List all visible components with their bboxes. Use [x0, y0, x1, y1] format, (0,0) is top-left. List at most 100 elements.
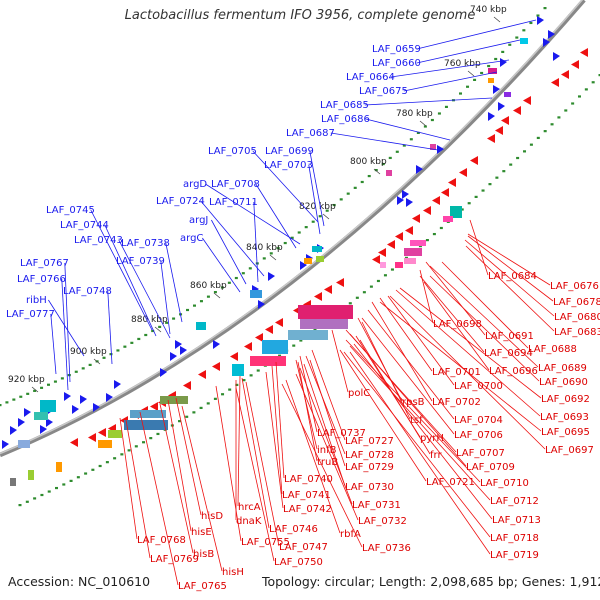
reverse-gene-label: LAF_0690 [539, 377, 588, 388]
reverse-gene-arrow [275, 318, 283, 327]
reverse-label-leader [285, 379, 341, 534]
forward-gene-arrow [170, 352, 177, 361]
feature-box [316, 256, 324, 262]
forward-gene-label: LAF_0739 [116, 256, 165, 267]
tick-dot [60, 377, 64, 380]
tick-dot [374, 168, 378, 172]
reverse-gene-label: hrcA [238, 502, 261, 513]
tick-dot [81, 367, 85, 370]
tick-dot [55, 486, 59, 490]
tick-dot [515, 36, 519, 39]
reverse-gene-label: LAF_0737 [317, 428, 366, 439]
tick-dot [192, 304, 196, 307]
forward-label-leader [252, 150, 319, 223]
forward-label-leader [90, 209, 153, 331]
tick-dot [430, 118, 434, 122]
reverse-label-leader [241, 377, 270, 529]
forward-label-leader [50, 313, 57, 375]
reverse-label-leader [215, 385, 242, 542]
reverse-label-leader [237, 375, 241, 507]
tick-dot [332, 203, 336, 207]
tick-dot [467, 202, 471, 205]
forward-gene-label: LAF_0685 [320, 100, 369, 111]
reverse-label-leader [353, 343, 493, 520]
tick-dot [178, 420, 182, 423]
genome-backbone-highlight [0, 0, 584, 455]
forward-gene-label: argD [183, 179, 207, 190]
forward-gene-label: LAF_0659 [372, 44, 421, 55]
tick-mark [373, 168, 381, 175]
reverse-gene-arrow [470, 156, 478, 165]
tick-dot [355, 296, 359, 299]
reverse-label-leader [303, 363, 346, 487]
tick-dot [304, 226, 308, 229]
reverse-gene-label: pyrH [420, 433, 444, 444]
feature-box [98, 440, 112, 448]
tick-dot [481, 189, 485, 192]
tick-dot [19, 395, 23, 398]
forward-gene-arrow [500, 58, 507, 67]
reverse-gene-arrow [265, 325, 273, 334]
reverse-gene-label: LAF_0683 [554, 327, 600, 338]
reverse-label-leader [467, 233, 551, 286]
tick-dot [213, 397, 217, 400]
forward-label-leader [165, 242, 183, 323]
feature-box [298, 305, 353, 319]
reverse-label-leader [339, 349, 427, 482]
feature-box [386, 170, 392, 176]
reverse-gene-label: tsf [410, 415, 423, 426]
reverse-gene-arrow [183, 381, 191, 390]
feature-box [130, 410, 166, 418]
forward-label-leader [253, 201, 259, 283]
reverse-label-leader [309, 359, 346, 467]
tick-dot [206, 295, 210, 298]
reverse-gene-label: LAF_0689 [538, 363, 587, 374]
tick-dot [40, 386, 44, 389]
reverse-gene-label: LAF_0768 [137, 535, 186, 546]
tick-dot [262, 257, 266, 260]
reverse-gene-arrow [198, 370, 206, 379]
tick-dot [598, 74, 600, 77]
feature-box [18, 440, 30, 448]
reverse-gene-arrow [230, 352, 238, 361]
forward-gene-arrow [114, 380, 121, 389]
tick-dot [290, 236, 294, 239]
tick-dot [102, 356, 106, 359]
reverse-gene-label: LAF_0707 [456, 448, 505, 459]
reverse-gene-label: LAF_0765 [178, 581, 227, 592]
reverse-label-leader [159, 403, 194, 554]
tick-dot [439, 226, 443, 230]
reverse-gene-arrow [372, 255, 380, 264]
tick-dot [186, 308, 190, 312]
tick-label: 860 kbp [190, 281, 227, 291]
reverse-gene-arrow [448, 178, 456, 187]
tick-dot [584, 88, 588, 91]
forward-gene-label: LAF_0711 [209, 197, 258, 208]
reverse-label-leader [425, 261, 486, 336]
tick-label: 760 kbp [444, 59, 481, 69]
tick-dot [509, 163, 513, 166]
tick-dot [98, 464, 102, 468]
tick-dot [353, 186, 357, 189]
forward-label-leader [61, 278, 69, 391]
reverse-gene-label: LAF_0691 [485, 331, 534, 342]
genome-backbone [0, 0, 586, 458]
tick-dot [105, 461, 109, 464]
reverse-gene-label: LAF_0700 [454, 381, 503, 392]
reverse-gene-label: LAF_0721 [426, 477, 475, 488]
reverse-label-leader [423, 281, 490, 371]
reverse-label-leader [349, 351, 491, 555]
forward-gene-arrow [437, 145, 444, 154]
tick-dot [235, 383, 239, 387]
feature-box [34, 412, 48, 420]
reverse-gene-label: LAF_0719 [490, 550, 539, 561]
reverse-gene-arrow [580, 48, 588, 57]
reverse-gene-label: LAF_0710 [480, 478, 529, 489]
reverse-gene-label: LAF_0695 [541, 427, 590, 438]
tick-label: 880 kbp [131, 315, 168, 325]
tick-dot [536, 14, 540, 17]
reverse-gene-arrow [336, 278, 344, 287]
tick-dot [134, 445, 138, 448]
feature-box [196, 322, 206, 330]
